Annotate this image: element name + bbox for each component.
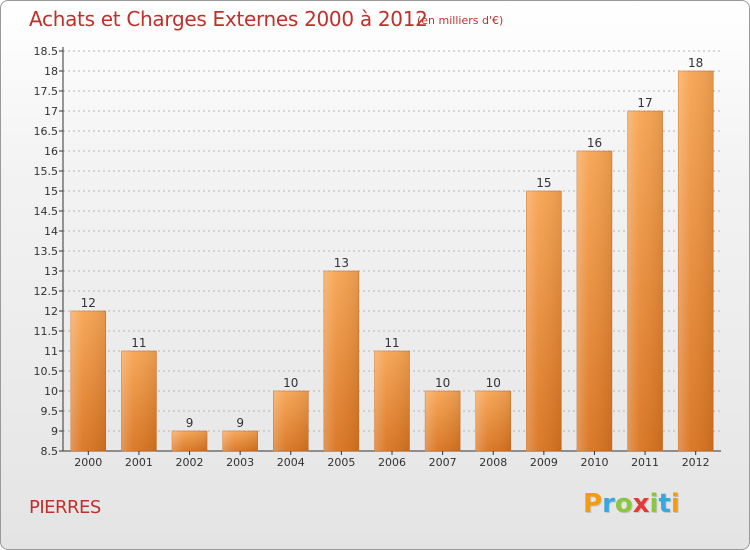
y-tick-label: 14 [44,225,58,238]
x-axis: 2000 2001 2002 2003 2004 2005 2006 2007 2008 2009… [74,451,710,469]
x-tick-label: 2007 [429,456,457,469]
bar-shading [526,191,562,451]
x-tick-label: 2001 [125,456,153,469]
y-tick-label: 10 [44,385,58,398]
bar-shading [273,391,309,451]
bar-shading [425,391,461,451]
bar-shading [475,391,511,451]
x-tick-label: 2004 [277,456,305,469]
brand-letter: i [670,489,680,519]
y-tick-label: 14.5 [34,205,59,218]
brand-letter: r [602,489,615,519]
chart-title: Achats et Charges Externes 2000 à 2012 [29,7,428,31]
x-tick-label: 2008 [479,456,507,469]
y-tick-label: 12.5 [34,285,59,298]
x-tick-label: 2006 [378,456,406,469]
bar-shading [576,151,612,451]
brand-letter: o [614,489,633,519]
bar-value-label: 10 [283,376,298,390]
y-tick-label: 15 [44,185,58,198]
chart-subtitle: (en milliers d'€) [417,14,504,27]
bar-shading [374,351,410,451]
y-tick-label: 18 [44,65,58,78]
x-tick-label: 2009 [530,456,558,469]
brand-letter: x [632,489,650,519]
bar-value-label: 12 [81,296,96,310]
y-tick-label: 11 [44,345,58,358]
x-tick-label: 2002 [176,456,204,469]
y-tick-label: 12 [44,305,58,318]
x-tick-label: 2000 [74,456,102,469]
brand-letter: P [583,489,603,519]
y-tick-label: 16 [44,145,58,158]
x-tick-label: 2011 [631,456,659,469]
y-tick-label: 10.5 [34,365,59,378]
x-tick-label: 2003 [226,456,254,469]
y-tick-label: 17.5 [34,85,59,98]
y-tick-label: 9.5 [41,405,59,418]
bar-value-label: 16 [587,136,602,150]
bar-shading [323,271,359,451]
y-tick-label: 13.5 [34,245,59,258]
bar-value-label: 10 [435,376,450,390]
bar-shading [172,431,208,451]
y-tick-label: 16.5 [34,125,59,138]
y-tick-label: 17 [44,105,58,118]
y-tick-label: 9 [51,425,58,438]
bar-value-label: 11 [384,336,399,350]
brand-letter: i [649,489,659,519]
bar-shading [222,431,258,451]
y-tick-label: 18.5 [34,45,59,58]
bar-shading [627,111,663,451]
bar-value-label: 9 [236,416,244,430]
proxiti-logo[interactable]: Proxiti [583,489,680,519]
bar-value-label: 17 [637,96,652,110]
bar-value-label: 11 [131,336,146,350]
x-tick-label: 2012 [682,456,710,469]
y-tick-label: 8.5 [41,445,59,458]
bar-value-label: 13 [334,256,349,270]
brand-letter: t [658,489,671,519]
y-tick-label: 11.5 [34,325,59,338]
bar-shading [70,311,106,451]
bars: 12 11 9 9 10 13 11 10 10 15 16 17 18 [70,56,714,452]
x-tick-label: 2005 [327,456,355,469]
bar-value-label: 18 [688,56,703,70]
bar-value-label: 10 [486,376,501,390]
y-tick-label: 13 [44,265,58,278]
bar-shading [678,71,714,451]
y-tick-label: 15.5 [34,165,59,178]
bar-value-label: 9 [186,416,194,430]
bar-value-label: 15 [536,176,551,190]
x-tick-label: 2010 [580,456,608,469]
city-name: PIERRES [29,497,101,518]
bar-shading [121,351,157,451]
